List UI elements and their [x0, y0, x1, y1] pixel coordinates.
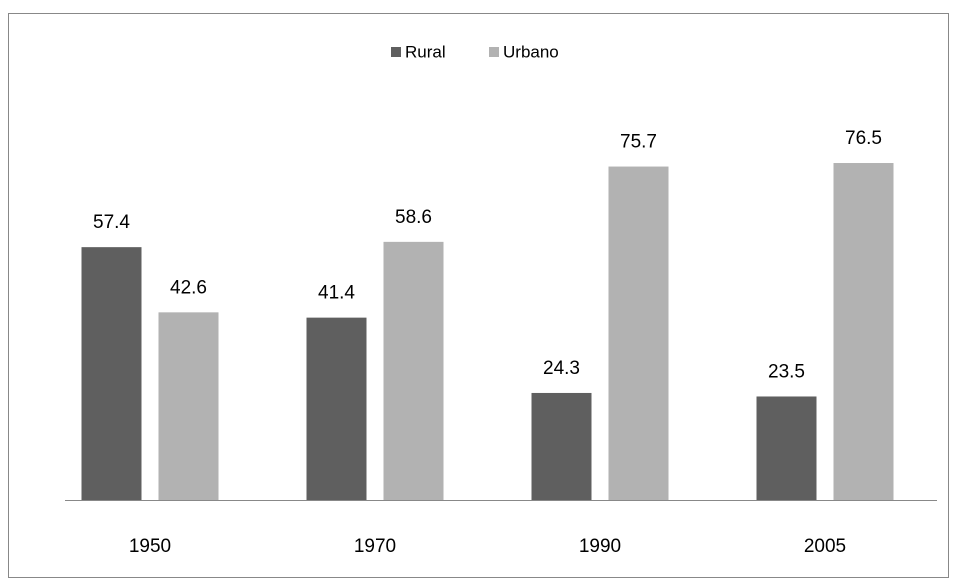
x-tick-label: 1990 [579, 536, 621, 557]
data-label: 75.7 [620, 132, 657, 153]
x-tick-label: 1970 [354, 536, 396, 557]
data-label: 41.4 [318, 283, 355, 304]
data-label: 57.4 [93, 212, 130, 233]
bar [756, 396, 817, 500]
legend-swatch [391, 47, 401, 57]
data-label: 42.6 [170, 277, 207, 298]
x-tick-label: 2005 [804, 536, 846, 557]
legend-swatch [489, 47, 499, 57]
bar [81, 247, 142, 500]
data-label: 23.5 [768, 361, 805, 382]
legend-label: Urbano [503, 42, 559, 61]
bar [833, 163, 894, 500]
bar [383, 241, 444, 500]
bar [306, 317, 367, 500]
bar [158, 312, 219, 500]
data-label: 76.5 [845, 128, 882, 149]
data-label: 24.3 [543, 358, 580, 379]
x-tick-label: 1950 [129, 536, 171, 557]
bar [531, 392, 592, 500]
bar [608, 166, 669, 500]
legend-label: Rural [405, 42, 446, 61]
data-label: 58.6 [395, 207, 432, 228]
